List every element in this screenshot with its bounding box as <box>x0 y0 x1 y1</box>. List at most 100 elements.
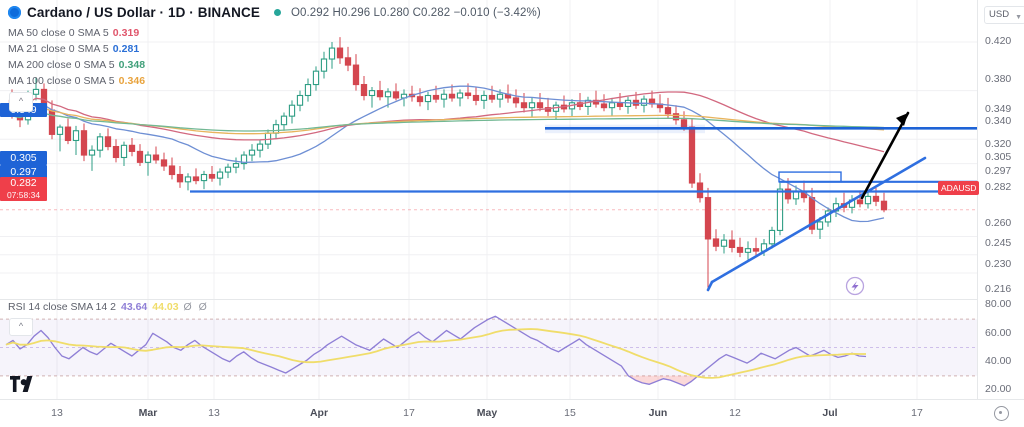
level-tag-0297[interactable]: 0.297 <box>0 165 47 179</box>
candle-body <box>816 221 824 230</box>
candle-body <box>232 163 240 168</box>
last-price-tag[interactable]: 0.282 07:58:34 <box>0 177 47 201</box>
candle-body <box>704 197 712 240</box>
rsi-pane[interactable] <box>0 300 977 399</box>
rsi-tick-label: 60.00 <box>985 327 1012 339</box>
candle-body <box>192 176 200 182</box>
page-title[interactable]: Cardano / US Dollar · 1D · BINANCE <box>27 5 260 20</box>
candle-body <box>536 102 544 109</box>
candle-body <box>488 94 496 100</box>
candle-body <box>672 113 680 121</box>
rsi-chevron-up-icon[interactable]: ^ <box>9 318 33 336</box>
candle-body <box>640 98 648 106</box>
candle-body <box>168 165 176 176</box>
candle-body <box>456 92 464 99</box>
candle-body <box>696 182 704 199</box>
rsi-sma-line <box>5 328 866 379</box>
candle-body <box>88 149 96 156</box>
price-tick-label: 0.340 <box>985 115 1012 127</box>
candle-body <box>472 94 480 101</box>
rsi-tick-label: 80.00 <box>985 298 1012 310</box>
candle-body <box>56 126 64 135</box>
candle-body <box>776 188 784 231</box>
rsi-sma-value: 44.03 <box>152 301 179 313</box>
time-tick-label: 17 <box>403 407 415 419</box>
candle-body <box>528 102 536 109</box>
rsi-tick-label: 20.00 <box>985 383 1012 395</box>
candle-body <box>360 83 368 97</box>
candle-body <box>880 200 888 211</box>
consolidation-box[interactable] <box>778 171 842 183</box>
price-tick-label: 0.216 <box>985 283 1012 295</box>
resistance-zone <box>545 124 705 134</box>
price-tick-label: 0.349 <box>985 103 1012 115</box>
axis-reset-icon[interactable] <box>994 406 1009 421</box>
candle-body <box>784 188 792 200</box>
candle-body <box>736 246 744 253</box>
candle-body <box>48 109 56 135</box>
candle-body <box>144 154 152 163</box>
arrow-head <box>896 113 908 126</box>
time-tick-label: May <box>476 407 498 419</box>
ma200-line <box>11 112 885 132</box>
wedge-lower-leg[interactable] <box>706 280 714 292</box>
rsi-legend[interactable]: RSI 14 close SMA 14 2 43.64 44.03 Ø Ø <box>8 301 209 313</box>
time-axis[interactable]: 13 Mar 13 Apr 17 May 15 Jun 12 Jul 17 <box>0 399 1024 427</box>
indicator-legend-ma50[interactable]: MA 50 close 0 SMA 5 0.319 <box>8 27 139 39</box>
candle-body <box>344 57 352 66</box>
indicator-value: 0.281 <box>112 43 140 55</box>
candle-body <box>32 88 40 95</box>
time-tick-label: 15 <box>564 407 576 419</box>
indicator-legend-ma100[interactable]: MA 100 close 0 SMA 5 0.346 <box>8 75 145 87</box>
price-tick-label: 0.380 <box>985 73 1012 85</box>
chevron-up-icon[interactable]: ^ <box>9 92 33 112</box>
time-tick-label: 17 <box>911 407 923 419</box>
bullish-arrow[interactable] <box>860 111 910 200</box>
symbol-legend[interactable]: Cardano / US Dollar · 1D · BINANCE O0.29… <box>8 5 541 20</box>
candle-body <box>600 103 608 109</box>
rsi-tick-label: 40.00 <box>985 355 1012 367</box>
candle-body <box>184 176 192 183</box>
time-tick-label: Apr <box>309 407 329 419</box>
rsi-extra: Ø Ø <box>183 301 209 313</box>
time-tick-label: 12 <box>729 407 741 419</box>
candle-body <box>512 97 520 104</box>
candle-body <box>392 91 400 99</box>
candle-body <box>272 124 280 134</box>
price-tick-label: 0.420 <box>985 35 1012 47</box>
candle-body <box>336 47 344 59</box>
candle-body <box>608 102 616 109</box>
indicator-legend-ma21[interactable]: MA 21 close 0 SMA 5 0.281 <box>8 43 139 55</box>
candle-body <box>160 159 168 167</box>
candle-body <box>288 104 296 117</box>
candle-body <box>224 166 232 173</box>
lightning-bolt-icon[interactable] <box>845 276 865 296</box>
candle-body <box>424 94 432 103</box>
candle-body <box>664 107 672 115</box>
lightning-glyph <box>851 281 859 292</box>
indicator-label: MA 100 close 0 SMA 5 <box>8 75 115 87</box>
currency-selector[interactable]: USD ▼ <box>984 6 1024 24</box>
tradingview-logo <box>10 376 36 392</box>
price-tick-label: 0.282 <box>985 181 1012 193</box>
price-axis[interactable]: 0.420 0.380 0.349 0.340 0.320 0.305 0.297 0.282… <box>977 0 1024 399</box>
price-pane[interactable] <box>0 0 977 300</box>
candle-body <box>320 58 328 72</box>
rsi-line <box>5 315 867 387</box>
candle-body <box>368 90 376 97</box>
candle-body <box>720 239 728 247</box>
indicator-legend-ma200[interactable]: MA 200 close 0 SMA 5 0.348 <box>8 59 145 71</box>
level-tag-0305[interactable]: 0.305 <box>0 151 47 165</box>
rsi-oversold-fill <box>6 375 866 386</box>
candle-body <box>216 171 224 179</box>
candle-body <box>864 195 872 205</box>
candle-body <box>112 145 120 159</box>
ohlc-values: O0.292 H0.296 L0.280 C0.282 −0.010 (−3.4… <box>290 6 541 19</box>
rsi-value: 43.64 <box>120 301 148 313</box>
candle-body <box>136 150 144 163</box>
candle-body <box>448 93 456 99</box>
ascending-support[interactable] <box>710 156 927 284</box>
candle-body <box>96 136 104 151</box>
live-status-dot <box>273 9 281 16</box>
candle-body <box>464 92 472 97</box>
